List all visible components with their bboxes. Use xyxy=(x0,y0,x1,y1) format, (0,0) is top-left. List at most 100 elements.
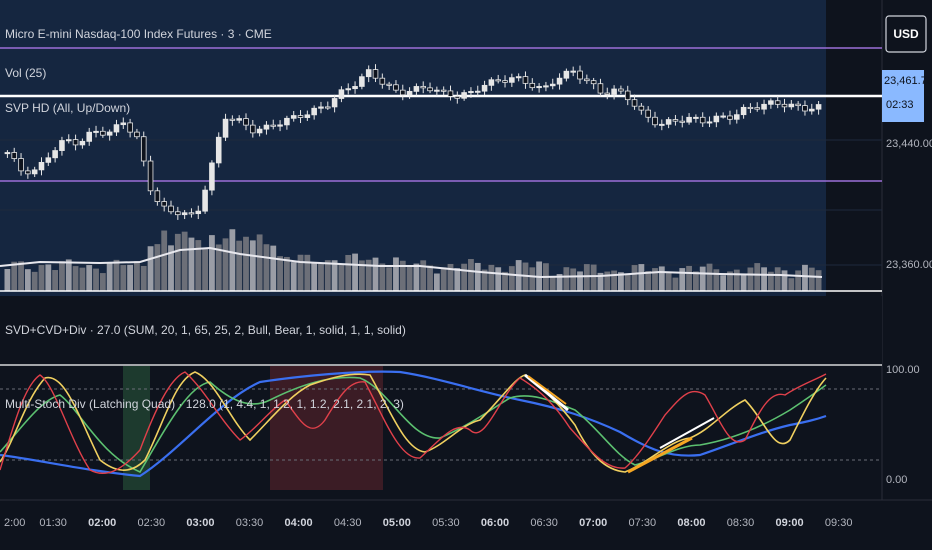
candle-body xyxy=(420,86,427,89)
candle-body xyxy=(529,82,536,89)
candle-body xyxy=(754,107,761,110)
candle-body xyxy=(495,79,501,82)
volume-bar xyxy=(761,267,767,291)
candle-body xyxy=(509,77,515,83)
volume-bar xyxy=(222,238,229,291)
volume-bar xyxy=(379,263,386,291)
volume-bar xyxy=(570,268,577,291)
volume-bar xyxy=(113,259,120,291)
vol-indicator-label[interactable]: Vol (25) xyxy=(5,66,46,80)
volume-bar xyxy=(127,264,134,291)
time-axis-label: 09:30 xyxy=(825,517,853,529)
volume-bar xyxy=(4,269,11,291)
currency-button[interactable] xyxy=(885,15,927,53)
candle-body xyxy=(570,70,576,73)
candle-body xyxy=(106,131,113,136)
volume-bar xyxy=(318,263,324,291)
candle-body xyxy=(161,201,167,207)
volume-bar xyxy=(433,273,440,291)
volume-bar xyxy=(331,260,338,291)
volume-bar xyxy=(59,261,65,291)
candle-body xyxy=(774,100,781,105)
candle-body xyxy=(727,115,733,120)
candle-body xyxy=(175,211,181,216)
volume-bar xyxy=(304,254,311,291)
candle-body xyxy=(31,169,38,175)
divergence-line-white-2 xyxy=(659,417,715,449)
volume-bar xyxy=(93,268,99,291)
volume-bar xyxy=(720,275,727,291)
candle-body xyxy=(447,90,454,97)
candle-body xyxy=(45,157,52,163)
volume-bar xyxy=(11,261,18,291)
last-price-label xyxy=(882,70,924,122)
stoch-blue-line xyxy=(0,370,827,478)
volume-bar xyxy=(209,235,215,291)
volume-bar xyxy=(427,265,433,291)
candle-body xyxy=(379,77,386,85)
volume-bar xyxy=(774,267,781,291)
candle-body xyxy=(624,90,631,101)
candle-body xyxy=(734,114,740,120)
candle-body xyxy=(318,106,324,109)
svd-indicator-label[interactable]: SVD+CVD+Div · 27.0 (SUM, 20, 1, 65, 25, … xyxy=(5,323,406,337)
candle-body xyxy=(665,119,672,125)
volume-bar xyxy=(549,276,556,291)
volume-bar xyxy=(529,267,536,291)
right-panel-bg xyxy=(826,0,884,296)
svd-pane xyxy=(0,296,882,364)
candle-body xyxy=(440,89,447,92)
volume-bar xyxy=(215,244,222,291)
volume-bar xyxy=(406,266,413,291)
stoch-label-100: 100.00 xyxy=(886,364,920,376)
volume-bar xyxy=(277,256,283,291)
volume-bar xyxy=(236,240,243,291)
time-axis-label: 04:30 xyxy=(334,517,362,529)
volume-bar xyxy=(645,270,652,291)
candle-body xyxy=(502,80,508,83)
candle-body xyxy=(584,78,590,82)
volume-bar xyxy=(256,234,263,291)
svp-indicator-label[interactable]: SVP HD (All, Up/Down) xyxy=(5,101,130,115)
time-axis[interactable]: 2:00 01:30 02:00 02:30 03:00 03:30 04:00 04:30 0… xyxy=(4,517,852,529)
candle-body xyxy=(549,83,556,87)
candle-body xyxy=(222,118,229,138)
symbol-title[interactable]: Micro E-mini Nasdaq-100 Index Futures · … xyxy=(5,27,272,41)
candle-body xyxy=(215,136,222,164)
candle-body xyxy=(399,89,406,96)
candle-body xyxy=(72,139,79,146)
price-gridlines xyxy=(0,139,882,266)
candle-body xyxy=(100,130,106,136)
candle-body xyxy=(345,88,352,91)
candle-body xyxy=(52,150,58,159)
candle-body xyxy=(4,152,11,155)
volume-bar xyxy=(120,265,127,291)
volume-bar xyxy=(577,271,583,291)
volume-bar xyxy=(413,263,420,291)
volume-bar xyxy=(86,265,93,291)
candle-body xyxy=(65,139,72,142)
volume-bar xyxy=(502,271,508,291)
volume-bar xyxy=(99,273,106,291)
candle-body xyxy=(713,115,720,123)
volume-bar xyxy=(249,240,256,291)
candle-body xyxy=(672,119,679,122)
volume-bar xyxy=(713,269,720,291)
candle-body xyxy=(209,162,215,191)
volume-bar xyxy=(686,265,692,291)
volume-bar xyxy=(706,263,713,291)
candle-body xyxy=(659,123,665,126)
volume-bar xyxy=(808,267,815,291)
volume-bar xyxy=(324,260,331,291)
candle-body xyxy=(802,105,808,112)
volume-bar xyxy=(345,254,352,291)
price-label-23440: 23,440.00 xyxy=(886,138,932,150)
volume-bar xyxy=(563,267,570,291)
stoch-indicator-label[interactable]: Multi-Stoch Div (Latching Quad) · 128.0 … xyxy=(5,397,404,411)
candle-body xyxy=(188,212,195,215)
volume-bar xyxy=(461,263,468,291)
candle-body xyxy=(638,105,645,111)
volume-bar xyxy=(372,257,379,291)
volume-bar xyxy=(583,264,590,291)
